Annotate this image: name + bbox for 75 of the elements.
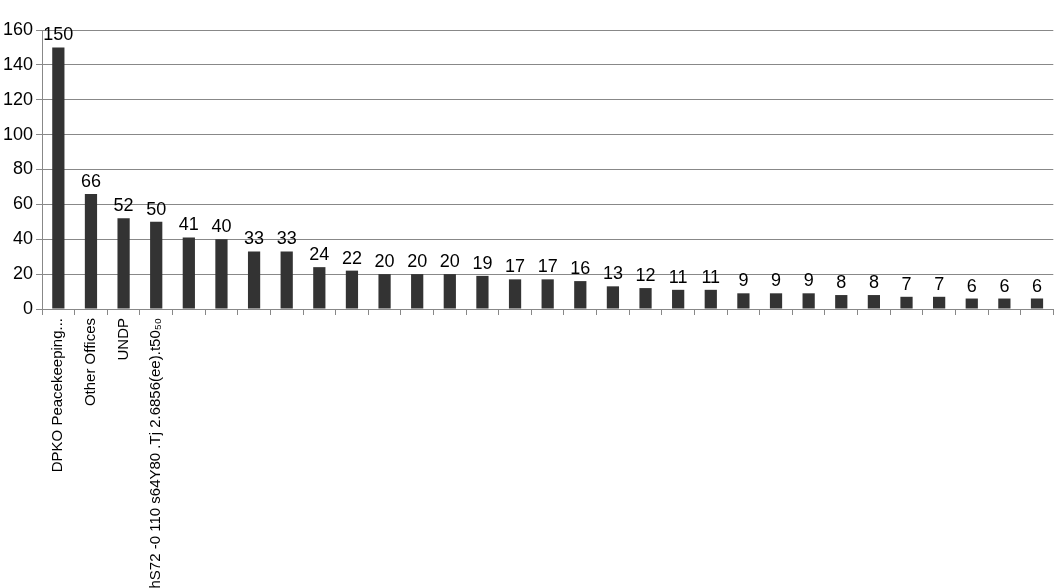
data-label: 150 [43,24,74,45]
bar [867,295,881,309]
data-label: 12 [635,265,656,286]
x-tick-label: DPKO Peacekeeping... [48,318,66,473]
bar [345,270,359,309]
y-tick-label: 40 [13,228,34,249]
y-tick-label: 140 [2,53,34,74]
x-tick-label: hS72 -0 110 s64Y80 .Tj 2.6856(ee).t50₅₀ [146,318,164,588]
bar [802,293,815,309]
data-label: 20 [407,251,428,272]
y-tick-label: 20 [13,263,34,284]
data-label: 6 [999,275,1010,296]
data-label: 9 [803,270,814,291]
bar [672,289,685,309]
bar [52,47,65,309]
bar [508,279,522,309]
bar [1030,298,1044,309]
bar [933,296,946,309]
data-label: 17 [537,256,558,277]
data-label: 22 [341,247,362,268]
bar [84,193,98,309]
bar [965,298,978,309]
data-label: 24 [309,244,330,265]
bar [215,239,228,309]
y-tick-label: 60 [13,193,34,214]
data-label: 16 [570,258,591,279]
data-label: 19 [472,252,493,273]
data-label: 7 [901,273,912,294]
x-tick-label: UNDP [113,318,131,361]
data-label: 11 [701,266,721,287]
data-label: 20 [439,251,460,272]
bar [574,281,587,309]
bar [541,279,554,309]
bar [476,275,489,309]
data-label: 50 [146,198,167,219]
bar [280,251,293,309]
y-tick-label: 0 [23,297,34,318]
data-label: 52 [113,195,134,216]
x-tick-label: Other Offices [81,318,99,407]
bar [835,295,848,309]
bar [998,298,1011,309]
data-label: 13 [602,263,623,284]
data-label: 66 [80,170,101,191]
bar [411,274,424,309]
bar [378,274,391,309]
y-tick-label: 80 [13,158,34,179]
data-label: 33 [244,228,265,249]
data-label: 6 [1031,275,1043,296]
y-tick-label: 120 [2,88,34,109]
data-label: 7 [934,273,945,294]
bar [443,274,456,309]
data-label: 41 [178,214,199,235]
bar [769,293,783,309]
data-label: 11 [668,266,688,287]
bar [639,288,652,309]
bar [606,286,620,309]
data-label: 9 [771,270,782,291]
data-label: 40 [211,216,232,237]
bar [247,251,261,309]
data-label: 6 [966,275,977,296]
bar [117,218,130,309]
y-tick-label: 160 [2,18,34,39]
bar [182,237,195,309]
data-label: 17 [505,256,526,277]
bar [900,296,913,309]
y-tick-label: 100 [2,123,34,144]
bar [150,221,163,309]
data-label: 20 [374,251,395,272]
data-label: 8 [868,272,879,293]
bar [737,293,750,309]
data-label: 8 [836,272,847,293]
bar [313,267,326,309]
data-label: 9 [738,270,749,291]
bar [704,289,717,309]
data-label: 33 [276,228,297,249]
